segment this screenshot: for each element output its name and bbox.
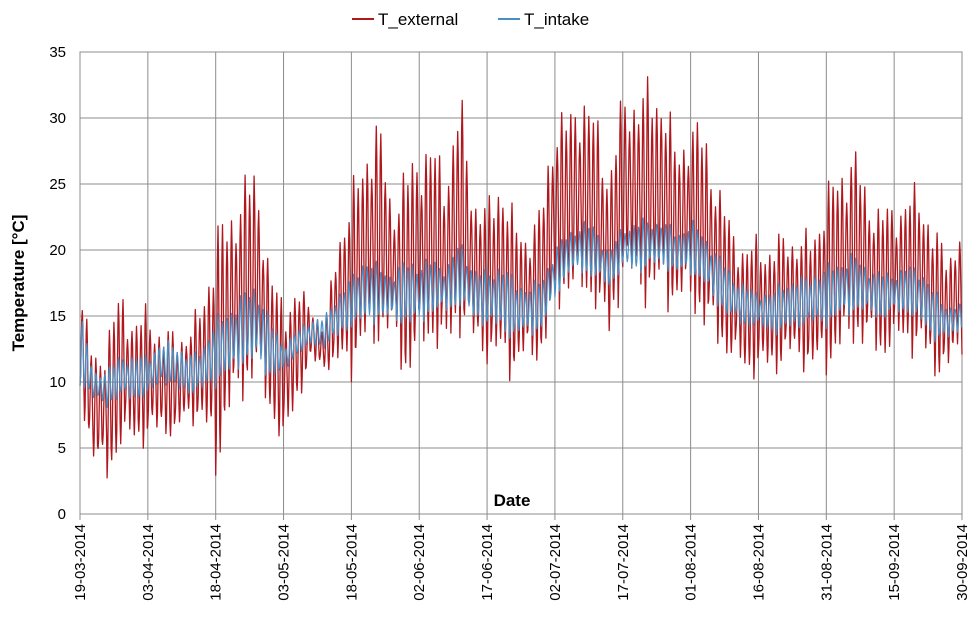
series-line-t-intake <box>79 217 963 408</box>
y-tick-label: 15 <box>49 308 66 325</box>
x-tick-label: 03-04-2014 <box>140 524 157 601</box>
axes: Temperature [°C] Date 0 5 10 15 20 25 30 35 19-0… <box>9 44 971 601</box>
y-tick-label: 30 <box>49 110 66 127</box>
x-tick-label: 03-05-2014 <box>276 524 293 601</box>
legend: T_external T_intake <box>352 10 589 29</box>
x-tick-label: 18-05-2014 <box>343 524 360 601</box>
x-tick-label: 15-09-2014 <box>886 524 903 601</box>
legend-label-t-intake: T_intake <box>524 10 589 29</box>
y-tick-label: 20 <box>49 242 66 259</box>
x-tick-label: 02-07-2014 <box>547 524 564 601</box>
x-tick-label: 01-08-2014 <box>683 524 700 601</box>
legend-label-t-external: T_external <box>378 10 458 29</box>
x-axis-title: Date <box>494 491 531 510</box>
x-tick-label: 17-06-2014 <box>479 524 496 601</box>
y-tick-label: 25 <box>49 176 66 193</box>
x-tick-label: 31-08-2014 <box>818 524 835 601</box>
x-tick-label: 16-08-2014 <box>750 524 767 601</box>
y-tick-label: 0 <box>58 506 66 523</box>
x-tick-label: 30-09-2014 <box>954 524 971 601</box>
y-axis-title: Temperature [°C] <box>9 215 28 352</box>
x-tick-label: 19-03-2014 <box>72 524 89 601</box>
y-tick-label: 10 <box>49 374 66 391</box>
y-tick-label: 35 <box>49 44 66 61</box>
x-tick-label: 02-06-2014 <box>411 524 428 601</box>
x-tick-label: 17-07-2014 <box>615 524 632 601</box>
series-line-t-external <box>79 76 963 479</box>
series-lines <box>79 76 963 479</box>
y-tick-label: 5 <box>58 440 66 457</box>
x-tick-label: 18-04-2014 <box>208 524 225 601</box>
